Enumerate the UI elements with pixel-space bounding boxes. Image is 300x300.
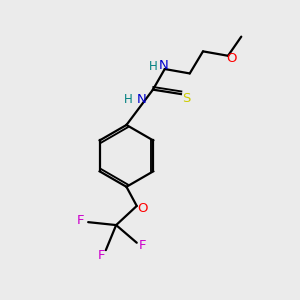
Text: H: H — [124, 93, 132, 106]
Text: N: N — [158, 59, 168, 72]
Text: F: F — [77, 214, 85, 227]
Text: H: H — [148, 60, 157, 73]
Text: F: F — [139, 239, 146, 252]
Text: O: O — [226, 52, 237, 65]
Text: F: F — [98, 249, 105, 262]
Text: N: N — [136, 93, 146, 106]
Text: O: O — [137, 202, 148, 215]
Text: S: S — [183, 92, 191, 105]
